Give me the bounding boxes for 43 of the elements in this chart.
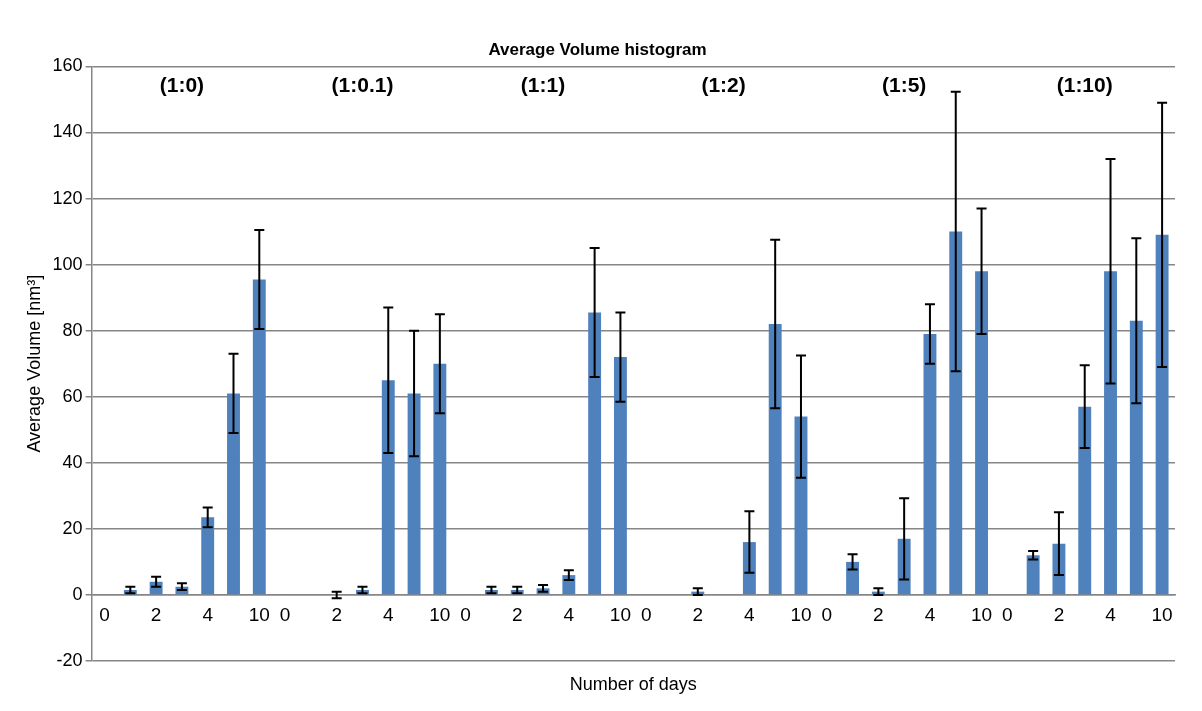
- y-tick-label: 160: [52, 55, 83, 76]
- y-tick-label: 40: [62, 451, 83, 472]
- y-tick-label: 20: [62, 517, 83, 538]
- y-tick-label: 60: [62, 385, 83, 406]
- x-tick-label: 0: [460, 603, 471, 625]
- y-tick-label: 120: [52, 187, 83, 208]
- x-tick-label: 4: [744, 603, 756, 625]
- x-tick-label: 0: [99, 603, 110, 625]
- x-tick-label: 10: [609, 603, 631, 625]
- x-tick-label: 2: [692, 603, 704, 625]
- x-tick-label: 2: [511, 603, 523, 625]
- x-tick-label: 2: [331, 603, 342, 625]
- annotation: (1:10): [1056, 73, 1113, 97]
- x-tick-label: 4: [382, 603, 394, 625]
- x-tick-label: 4: [924, 603, 936, 625]
- x-tick-label: 2: [873, 603, 884, 625]
- x-tick-label: 10: [1151, 603, 1173, 625]
- x-tick-label: 10: [248, 603, 270, 625]
- x-tick-label: 0: [821, 603, 833, 625]
- y-tick-label: 100: [52, 253, 83, 274]
- x-tick-label: 0: [640, 603, 652, 625]
- y-tick-label: -20: [56, 649, 83, 670]
- x-tick-label: 2: [150, 603, 162, 625]
- annotation: (1:1): [520, 73, 566, 97]
- annotation: (1:2): [701, 73, 746, 97]
- annotation: (1:0): [159, 73, 205, 97]
- x-tick-label: 0: [279, 603, 291, 625]
- y-axis-title: Average Volume [nm³]: [23, 274, 44, 453]
- x-tick-label: 2: [1053, 603, 1065, 625]
- chart-title: Average Volume histogram: [488, 39, 707, 59]
- y-tick-label: 80: [62, 319, 83, 340]
- y-tick-label: 140: [52, 121, 83, 142]
- x-tick-label: 4: [202, 603, 214, 625]
- annotation: (1:0.1): [331, 73, 394, 97]
- annotation: (1:5): [881, 73, 927, 97]
- x-tick-label: 4: [1105, 603, 1117, 625]
- x-axis-title: Number of days: [569, 673, 697, 694]
- x-tick-label: 4: [563, 603, 575, 625]
- x-tick-label: 10: [970, 603, 993, 625]
- y-tick-label: 0: [72, 583, 83, 604]
- x-tick-label: 10: [429, 603, 451, 625]
- x-tick-label: 0: [1002, 603, 1013, 625]
- x-tick-label: 10: [790, 603, 812, 625]
